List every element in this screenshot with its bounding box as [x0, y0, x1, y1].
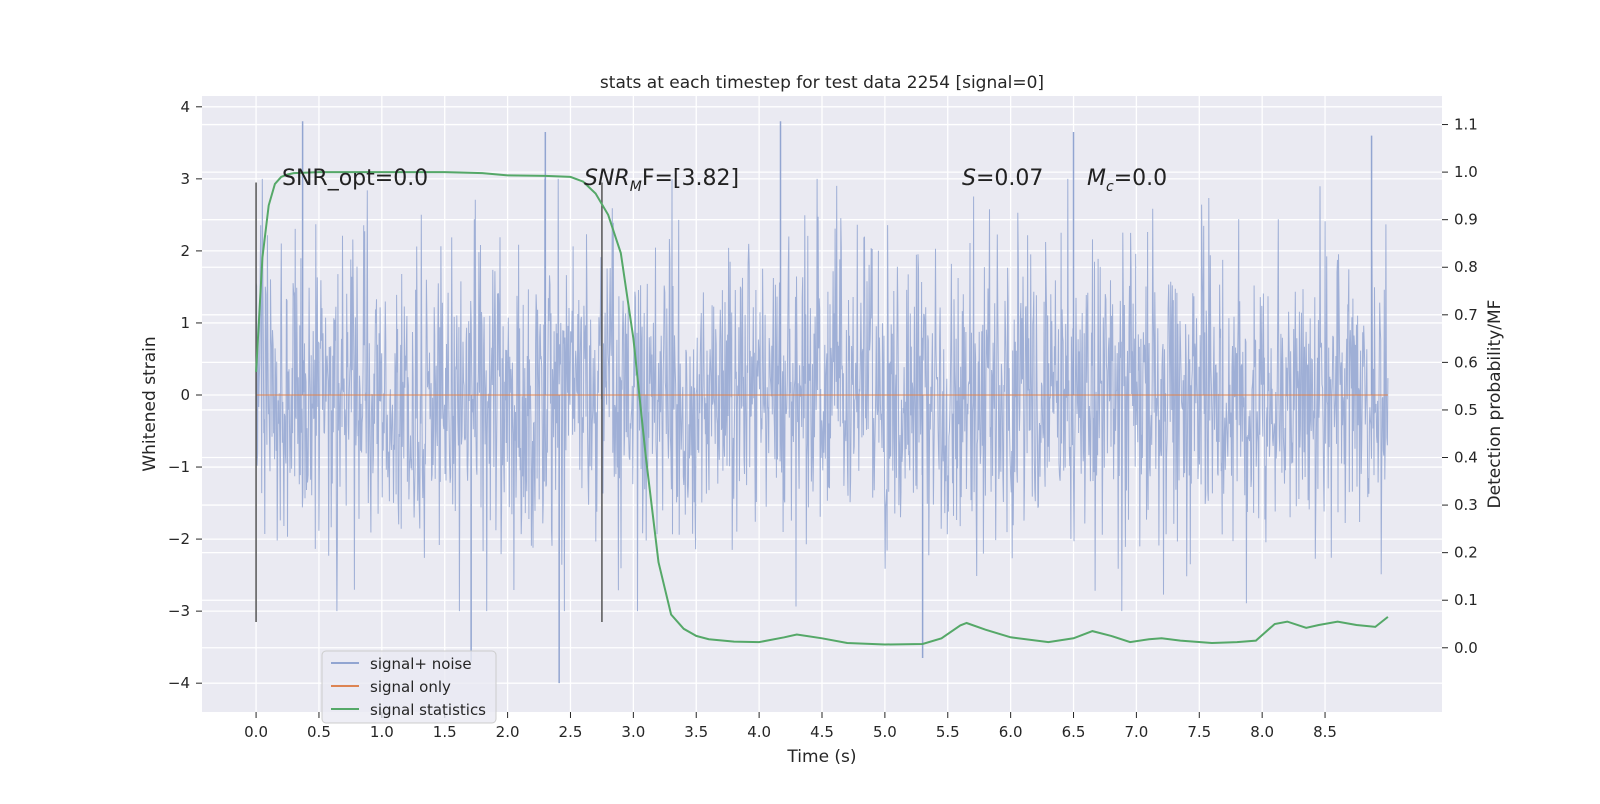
x-tick-label: 2.5 — [559, 723, 583, 741]
x-axis-ticks: 0.0 0.5 1.0 1.5 2.0 2.5 3.0 3.5 4.0 4.5 5.0 5.5 6.0 6… — [244, 712, 1337, 741]
y2-tick-label: 0.9 — [1454, 211, 1478, 229]
x-tick-label: 0.0 — [244, 723, 268, 741]
legend: signal+ noise signal only signal statist… — [321, 650, 497, 724]
y2-axis-ticks: 1.1 1.0 0.9 0.8 0.7 0.6 0.5 0.4 0.3 0.2 0.1 0.0 — [1442, 116, 1478, 657]
annotation-s-rest: =0.07 — [976, 166, 1043, 191]
y-axis-label: Whitened strain — [140, 336, 160, 471]
x-tick-label: 6.0 — [999, 723, 1023, 741]
x-tick-label: 8.5 — [1313, 723, 1337, 741]
signal-statistics-series — [255, 171, 1389, 646]
y2-tick-label: 1.1 — [1454, 116, 1478, 134]
x-tick-label: 7.0 — [1124, 723, 1148, 741]
y2-tick-label: 0.1 — [1454, 591, 1478, 609]
x-tick-label: 0.5 — [307, 723, 331, 741]
y2-tick-label: 0.6 — [1454, 353, 1478, 371]
annotation-snr-mf-rest: F=[3.82] — [642, 166, 739, 191]
y2-tick-label: 0.7 — [1454, 306, 1478, 324]
y-tick-label: −3 — [168, 602, 190, 620]
annotation-snr-opt: SNR_opt=0.0 — [282, 166, 428, 191]
signal-statistics-line — [255, 171, 1389, 646]
y2-tick-label: 0.4 — [1454, 449, 1478, 467]
y-tick-label: −4 — [168, 674, 190, 692]
y2-tick-label: 0.0 — [1454, 639, 1478, 657]
annotation-mc-main: M — [1087, 166, 1106, 191]
y-tick-label: 2 — [180, 242, 190, 260]
y-tick-label: 4 — [180, 98, 190, 116]
annotation-mc-sub: c — [1106, 179, 1114, 195]
signal-noise-series — [255, 121, 1389, 684]
y-tick-label: −1 — [168, 458, 190, 476]
x-tick-label: 3.0 — [621, 723, 645, 741]
x-tick-label: 8.0 — [1250, 723, 1274, 741]
x-tick-label: 7.5 — [1187, 723, 1211, 741]
x-tick-label: 1.0 — [370, 723, 394, 741]
x-tick-label: 3.5 — [684, 723, 708, 741]
x-tick-label: 6.5 — [1062, 723, 1086, 741]
y2-tick-label: 0.5 — [1454, 401, 1478, 419]
legend-box — [321, 650, 497, 724]
y-axis-ticks: 4 3 2 1 0 −1 −2 −3 −4 — [168, 98, 202, 692]
x-tick-label: 2.0 — [496, 723, 520, 741]
legend-label-signal-statistics: signal statistics — [370, 701, 486, 719]
y-tick-label: 3 — [180, 170, 190, 188]
y-tick-label: −2 — [168, 530, 190, 548]
legend-label-signal-noise: signal+ noise — [370, 655, 472, 673]
annotation-snr-mf-sub: M — [630, 179, 642, 195]
x-tick-label: 4.0 — [747, 723, 771, 741]
x-tick-label: 5.0 — [873, 723, 897, 741]
annotation-mc: Mc=0.0 — [1087, 166, 1167, 195]
x-axis-label: Time (s) — [786, 747, 856, 767]
annotation-s-main: S — [962, 166, 976, 191]
annotation-snr-mf-main: SNR — [584, 166, 630, 191]
y2-tick-label: 1.0 — [1454, 163, 1478, 181]
y2-axis-label: Detection probability/MF — [1485, 300, 1505, 509]
y2-tick-label: 0.2 — [1454, 544, 1478, 562]
legend-label-signal-only: signal only — [370, 678, 451, 696]
annotation-mc-rest: =0.0 — [1114, 166, 1167, 191]
x-tick-label: 4.5 — [810, 723, 834, 741]
chart-title: stats at each timestep for test data 225… — [600, 73, 1044, 93]
vertical-markers — [255, 182, 603, 622]
y-tick-label: 1 — [180, 314, 190, 332]
annotation-s: S=0.07 — [962, 166, 1043, 191]
x-tick-label: 1.5 — [433, 723, 457, 741]
y2-tick-label: 0.8 — [1454, 258, 1478, 276]
y2-tick-label: 0.3 — [1454, 496, 1478, 514]
x-tick-label: 5.5 — [936, 723, 960, 741]
signal-noise-line — [255, 178, 1389, 612]
annotation-snr-mf: SNRMF=[3.82] — [584, 166, 739, 195]
y-tick-label: 0 — [180, 386, 190, 404]
